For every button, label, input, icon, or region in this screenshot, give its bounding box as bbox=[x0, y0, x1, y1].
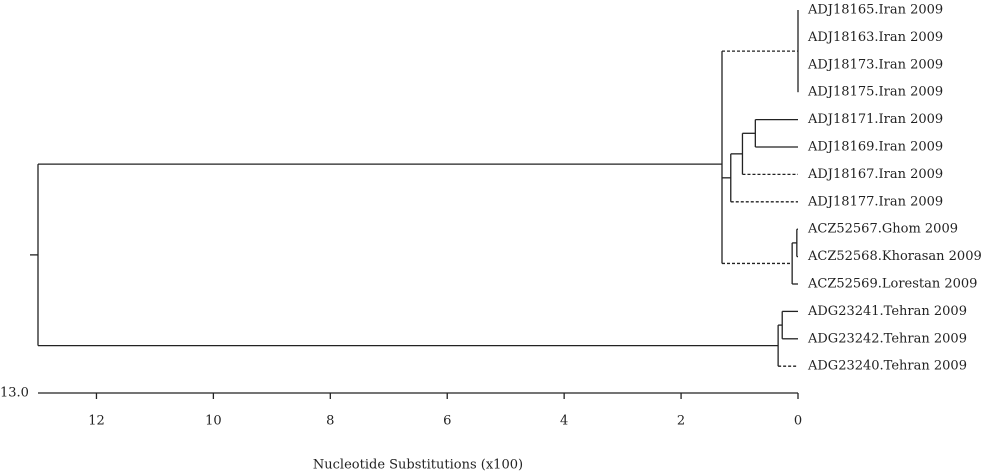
x-tick-label: 0 bbox=[794, 414, 802, 429]
leaf-label: ADJ18177.Iran 2009 bbox=[807, 194, 943, 209]
x-tick-label: 4 bbox=[560, 414, 568, 429]
scale-label: 13.0 bbox=[0, 386, 29, 401]
leaf-label: ADJ18175.Iran 2009 bbox=[807, 85, 943, 100]
leaf-label: ADG23240.Tehran 2009 bbox=[807, 359, 967, 374]
leaf-label: ACZ52567.Ghom 2009 bbox=[807, 222, 958, 237]
leaf-label: ADG23242.Tehran 2009 bbox=[807, 331, 967, 346]
x-tick-label: 2 bbox=[677, 414, 685, 429]
leaf-label: ACZ52568.Khorasan 2009 bbox=[807, 249, 982, 264]
leaf-label: ADJ18165.Iran 2009 bbox=[807, 3, 943, 18]
x-tick-label: 8 bbox=[326, 414, 334, 429]
x-tick-label: 12 bbox=[88, 414, 105, 429]
leaf-label: ADJ18167.Iran 2009 bbox=[807, 167, 943, 182]
leaf-label: ADJ18169.Iran 2009 bbox=[807, 140, 943, 155]
leaf-label: ADJ18163.Iran 2009 bbox=[807, 30, 943, 45]
x-axis-label: Nucleotide Substitutions (x100) bbox=[313, 458, 523, 473]
x-tick-label: 10 bbox=[205, 414, 222, 429]
x-tick-label: 6 bbox=[443, 414, 451, 429]
leaf-label: ACZ52569.Lorestan 2009 bbox=[807, 277, 977, 292]
leaf-label: ADJ18173.Iran 2009 bbox=[807, 57, 943, 72]
leaf-label: ADJ18171.Iran 2009 bbox=[807, 112, 943, 127]
leaf-label: ADG23241.Tehran 2009 bbox=[807, 304, 967, 319]
